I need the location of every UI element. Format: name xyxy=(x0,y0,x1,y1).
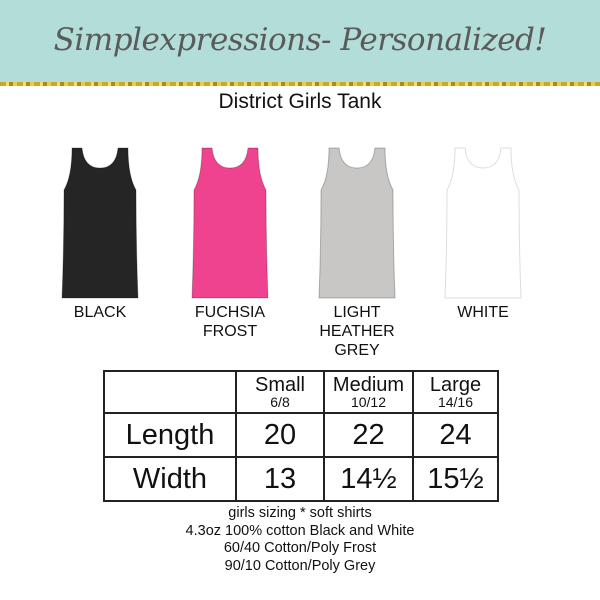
color-label: FUCHSIA FROST xyxy=(194,304,266,340)
cell: 15½ xyxy=(412,456,499,502)
row-label: Width xyxy=(103,456,237,502)
tank-image-0 xyxy=(58,146,142,300)
note-line: 4.3oz 100% cotton Black and White xyxy=(185,522,415,539)
color-label: LIGHT HEATHER GREY xyxy=(319,304,395,359)
size-name: Medium xyxy=(332,374,405,396)
note-line: 60/40 Cotton/Poly Frost xyxy=(223,540,377,556)
size-header: Medium 10/12 xyxy=(323,370,414,414)
color-label: WHITE xyxy=(457,304,509,321)
note-line: girls sizing * soft shirts xyxy=(228,505,372,521)
note-line: 90/10 Cotton/Poly Grey xyxy=(224,557,376,574)
brand-banner: Simplexpressions- Personalized! xyxy=(0,0,600,82)
corner-cell xyxy=(103,370,237,414)
size-range: 6/8 xyxy=(270,394,290,410)
size-header: Small 6/8 xyxy=(235,370,325,414)
row-label: Length xyxy=(103,412,237,458)
product-notes: girls sizing * soft shirts 4.3oz 100% co… xyxy=(0,505,600,575)
cell: 14½ xyxy=(323,456,414,502)
table-row: Length 20 22 24 xyxy=(103,412,499,458)
table-row: Width 13 14½ 15½ xyxy=(103,456,499,502)
product-title: District Girls Tank xyxy=(218,90,382,113)
tank-image-2 xyxy=(315,146,399,300)
cell: 22 xyxy=(323,412,414,458)
brand-logo: Simplexpressions- Personalized! xyxy=(53,22,547,58)
size-header: Large 14/16 xyxy=(412,370,499,414)
color-label: BLACK xyxy=(73,304,127,321)
size-chart: Small 6/8 Medium 10/12 Large 14/16 Length 2… xyxy=(103,370,499,502)
size-name: Small xyxy=(254,374,305,396)
cell: 24 xyxy=(412,412,499,458)
size-range: 10/12 xyxy=(350,394,387,410)
size-range: 14/16 xyxy=(437,394,474,410)
size-name: Large xyxy=(429,374,482,396)
cell: 13 xyxy=(235,456,325,502)
tank-image-1 xyxy=(188,146,272,300)
cell: 20 xyxy=(235,412,325,458)
tank-image-3 xyxy=(441,146,525,300)
gold-divider xyxy=(0,82,600,86)
